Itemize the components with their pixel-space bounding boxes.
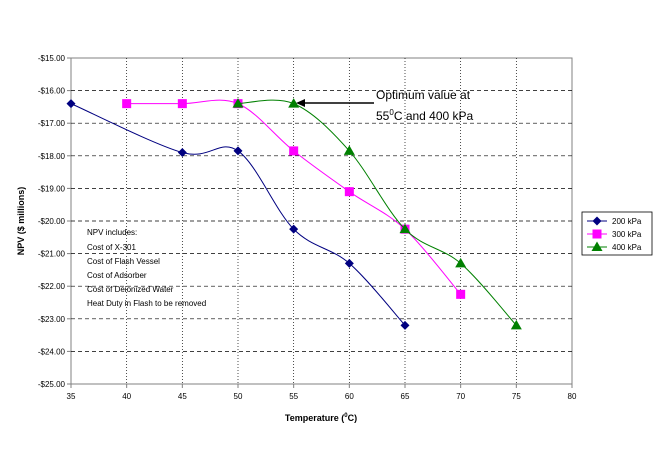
data-point (289, 146, 299, 156)
data-point (343, 145, 355, 155)
note-line-6: Heat Duty in Flash to be removed (87, 299, 206, 308)
data-point (233, 146, 243, 156)
x-tick-label: 80 (568, 392, 577, 401)
annotation-line-2: 550C and 400 kPa (376, 108, 474, 123)
y-tick-label: -$25.00 (38, 380, 66, 389)
x-tick-label: 45 (178, 392, 187, 401)
plot-area (70, 57, 573, 385)
legend-item: 200 kPa (587, 216, 642, 226)
legend-item: 400 kPa (587, 241, 642, 252)
y-tick-label: -$23.00 (38, 315, 66, 324)
optimum-annotation: Optimum value at 550C and 400 kPa (296, 88, 474, 123)
annotation-arrowhead (296, 99, 305, 107)
data-point (510, 319, 522, 330)
data-point (400, 320, 410, 330)
x-tick-label: 65 (401, 392, 410, 401)
note-line-5: Cost of Deionized Water (87, 285, 174, 294)
y-tick-label: -$21.00 (38, 250, 66, 259)
y-tick-label: -$19.00 (38, 184, 66, 193)
x-axis: 35 40 45 50 55 60 65 70 75 80 (67, 384, 577, 401)
x-tick-label: 70 (456, 392, 465, 401)
legend-label: 200 kPa (612, 217, 642, 226)
x-tick-label: 40 (122, 392, 131, 401)
legend-marker (591, 241, 603, 251)
x-tick-label: 50 (234, 392, 243, 401)
series-line (70, 103, 406, 326)
legend-label: 300 kPa (612, 230, 642, 239)
note-line-4: Cost of Adsorber (87, 271, 147, 280)
x-tick-label: 75 (512, 392, 521, 401)
data-point (455, 257, 467, 268)
x-tick-label: 60 (345, 392, 354, 401)
y-tick-label: -$24.00 (38, 347, 66, 356)
data-point (232, 98, 244, 108)
annotation-line-1: Optimum value at (376, 88, 471, 102)
grid (71, 58, 572, 384)
data-point (288, 98, 300, 108)
y-axis-title: NPV ($ millions) (16, 187, 26, 256)
x-axis-title: Temperature (0C) (285, 413, 357, 423)
y-axis: -$15.00 -$16.00 -$17.00 -$18.00 -$19.00 -$20.… (38, 54, 71, 389)
data-point (177, 99, 187, 109)
note-line-2: Cost of X-301 (87, 243, 136, 252)
legend-marker (592, 216, 602, 226)
y-tick-label: -$16.00 (38, 87, 66, 96)
data-point (344, 187, 354, 197)
data-point (122, 99, 132, 109)
note-line-3: Cost of Flash Vessel (87, 257, 160, 266)
note-line-1: NPV includes: (87, 228, 137, 237)
legend-marker (592, 229, 602, 239)
series-1 (66, 99, 410, 330)
legend: 200 kPa 300 kPa 400 kPa (581, 211, 653, 256)
y-tick-label: -$18.00 (38, 152, 66, 161)
y-tick-label: -$17.00 (38, 119, 66, 128)
y-tick-label: -$15.00 (38, 54, 66, 63)
legend-item: 300 kPa (587, 229, 642, 239)
data-point (399, 223, 411, 234)
data-point (344, 258, 354, 268)
legend-label: 400 kPa (612, 243, 642, 252)
cost-note: NPV includes: Cost of X-301 Cost of Flas… (87, 228, 206, 308)
x-tick-label: 55 (289, 392, 298, 401)
y-tick-label: -$20.00 (38, 217, 66, 226)
x-tick-label: 35 (67, 392, 76, 401)
data-point (177, 148, 187, 158)
series-3 (232, 98, 522, 330)
data-point (66, 99, 76, 109)
data-point (456, 289, 466, 299)
series-layer (66, 98, 522, 330)
y-tick-label: -$22.00 (38, 282, 66, 291)
data-point (289, 224, 299, 234)
